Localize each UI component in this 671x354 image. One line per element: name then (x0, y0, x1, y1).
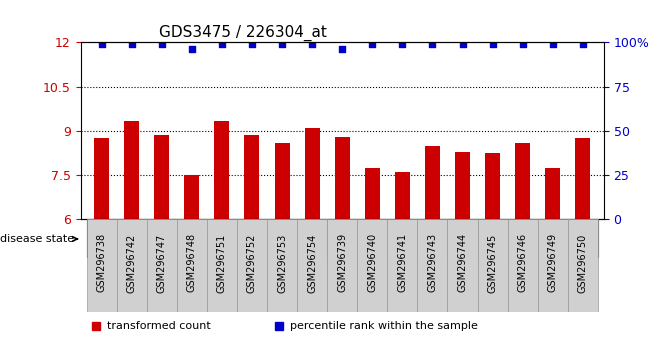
FancyBboxPatch shape (176, 219, 207, 312)
Bar (365, 168, 380, 219)
Text: LGMD2A: LGMD2A (180, 233, 234, 245)
Text: percentile rank within the sample: percentile rank within the sample (290, 321, 478, 331)
FancyBboxPatch shape (147, 219, 176, 312)
Text: GSM296754: GSM296754 (307, 233, 317, 292)
Point (487, 41, 498, 47)
FancyBboxPatch shape (267, 219, 297, 312)
FancyBboxPatch shape (357, 219, 387, 312)
Text: GSM296749: GSM296749 (548, 233, 558, 292)
FancyBboxPatch shape (448, 219, 478, 312)
FancyBboxPatch shape (207, 219, 237, 312)
Bar (154, 136, 169, 219)
FancyBboxPatch shape (297, 219, 327, 312)
Text: GDS3475 / 226304_at: GDS3475 / 226304_at (159, 25, 327, 41)
FancyBboxPatch shape (327, 219, 598, 258)
Point (187, 46, 197, 52)
FancyBboxPatch shape (478, 219, 508, 312)
Bar (395, 172, 410, 219)
FancyBboxPatch shape (87, 219, 327, 258)
FancyBboxPatch shape (327, 219, 357, 312)
Point (337, 46, 348, 52)
Point (96, 41, 107, 47)
Bar (546, 168, 560, 219)
Text: GSM296752: GSM296752 (247, 233, 257, 293)
FancyBboxPatch shape (237, 219, 267, 312)
Bar (575, 138, 590, 219)
FancyBboxPatch shape (117, 219, 147, 312)
Point (548, 41, 558, 47)
Text: GSM296753: GSM296753 (277, 233, 287, 292)
Bar (515, 143, 530, 219)
Point (247, 41, 258, 47)
Text: GSM296742: GSM296742 (127, 233, 137, 292)
Bar (485, 153, 500, 219)
Text: GSM296740: GSM296740 (367, 233, 377, 292)
Text: GSM296748: GSM296748 (187, 233, 197, 292)
Text: GSM296743: GSM296743 (427, 233, 437, 292)
Text: GSM296741: GSM296741 (397, 233, 407, 292)
Text: GSM296751: GSM296751 (217, 233, 227, 292)
Text: GSM296738: GSM296738 (97, 233, 107, 292)
Text: transformed count: transformed count (107, 321, 211, 331)
Text: GSM296745: GSM296745 (488, 233, 498, 292)
Point (397, 41, 408, 47)
FancyBboxPatch shape (387, 219, 417, 312)
FancyBboxPatch shape (568, 219, 598, 312)
Text: control: control (441, 233, 484, 245)
FancyBboxPatch shape (417, 219, 448, 312)
Bar (305, 128, 319, 219)
FancyBboxPatch shape (508, 219, 537, 312)
Bar (455, 152, 470, 219)
Point (517, 41, 528, 47)
Text: disease state: disease state (0, 234, 77, 244)
Text: GSM296746: GSM296746 (518, 233, 527, 292)
FancyBboxPatch shape (87, 219, 117, 312)
Bar (244, 136, 260, 219)
Bar (185, 175, 199, 219)
Text: GSM296750: GSM296750 (578, 233, 588, 292)
Bar (425, 146, 440, 219)
Point (578, 41, 588, 47)
Bar (274, 143, 290, 219)
Text: GSM296744: GSM296744 (458, 233, 468, 292)
Bar (214, 121, 229, 219)
Bar (94, 138, 109, 219)
FancyBboxPatch shape (537, 219, 568, 312)
Point (217, 41, 227, 47)
Point (427, 41, 437, 47)
Point (367, 41, 378, 47)
Bar (335, 137, 350, 219)
Point (156, 41, 167, 47)
Bar (124, 121, 139, 219)
Point (457, 41, 468, 47)
Point (276, 41, 287, 47)
Text: GSM296739: GSM296739 (338, 233, 347, 292)
Point (126, 41, 137, 47)
Text: GSM296747: GSM296747 (157, 233, 166, 292)
Point (307, 41, 317, 47)
